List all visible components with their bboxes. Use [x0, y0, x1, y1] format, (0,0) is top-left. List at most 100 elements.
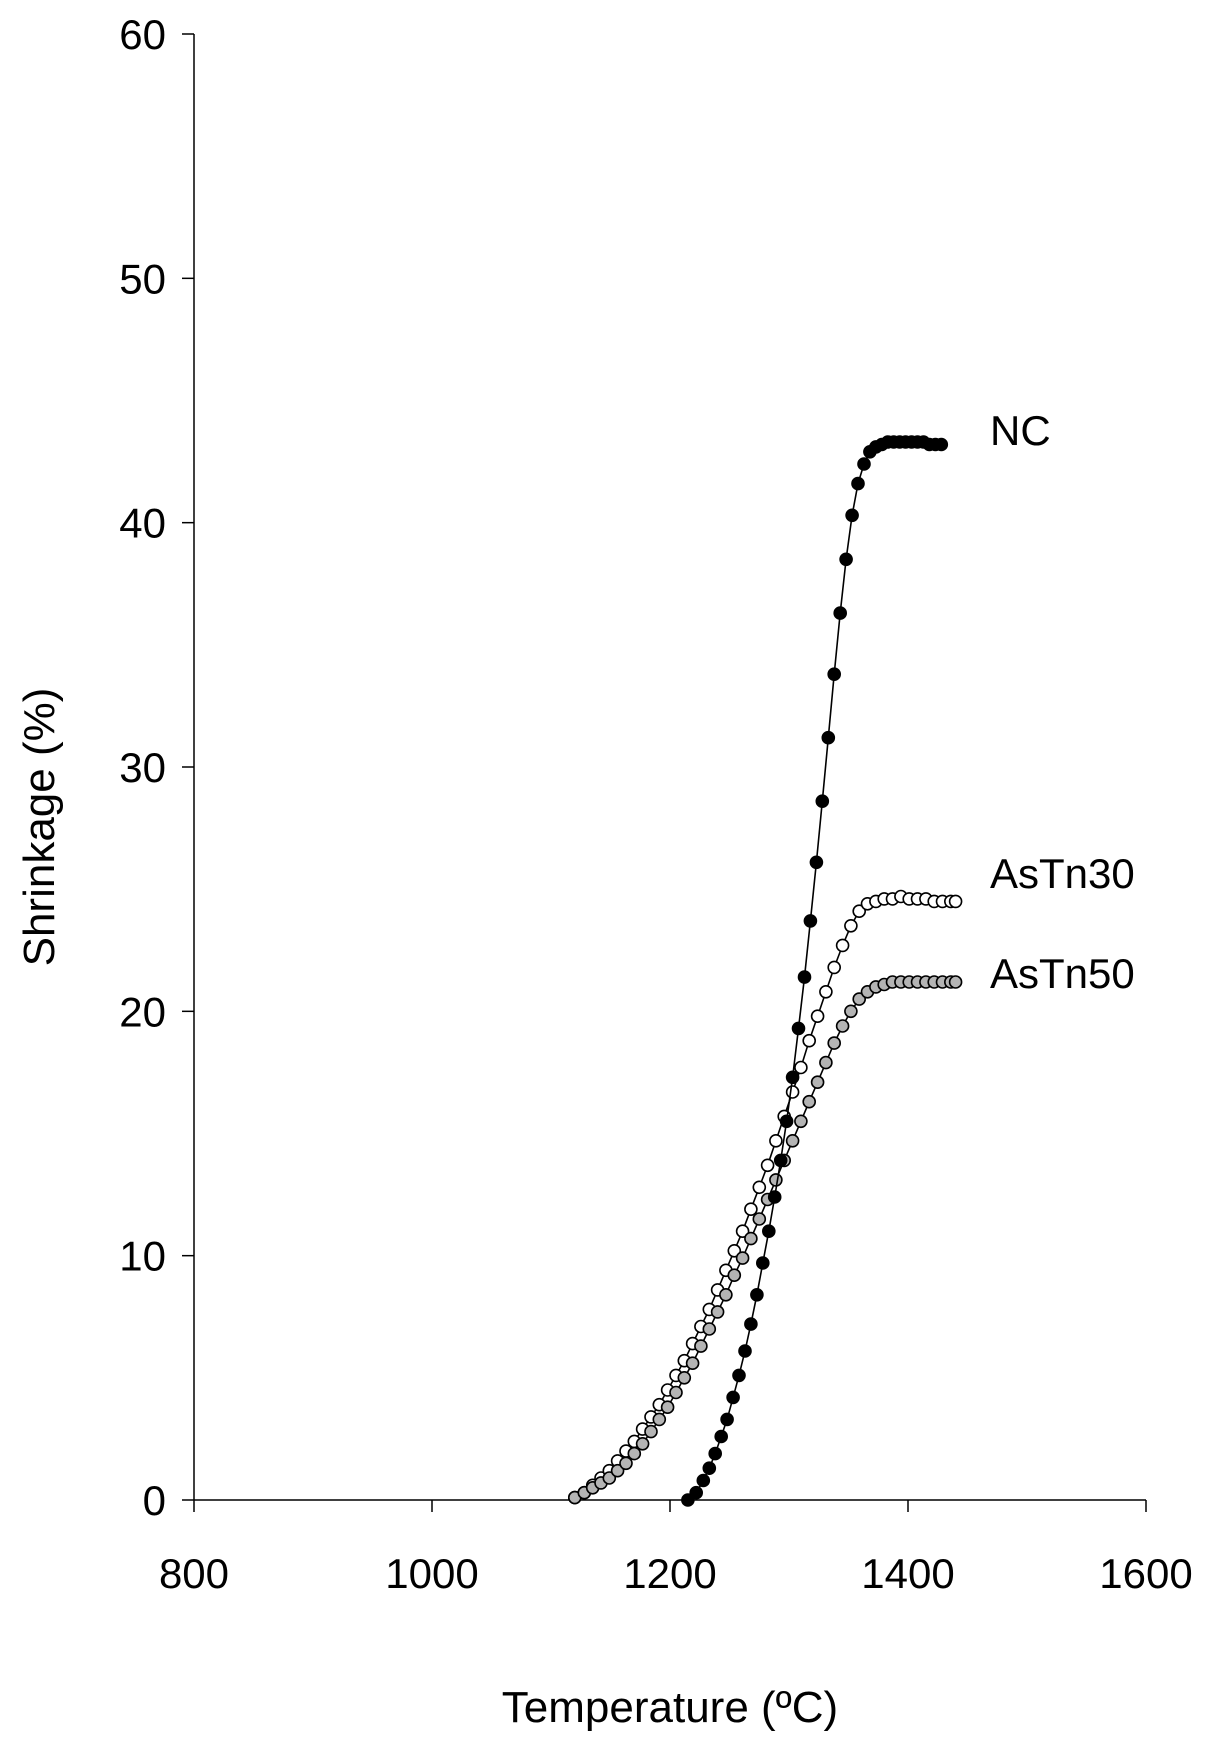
series-line-nc [687, 441, 942, 1501]
data-point-astn50 [719, 1288, 733, 1302]
data-point-nc [821, 730, 836, 745]
data-point-nc [726, 1390, 740, 1405]
data-point-astn50 [802, 1094, 817, 1109]
data-point-astn50 [735, 1251, 750, 1265]
data-point-astn50 [769, 1173, 783, 1187]
data-point-nc [714, 1429, 729, 1444]
data-point-astn30 [744, 1202, 758, 1216]
data-point-astn50 [827, 1036, 842, 1050]
data-point-astn50 [948, 975, 963, 989]
data-point-nc [845, 508, 859, 523]
y-tick-label: 0 [143, 1477, 166, 1524]
data-point-nc [702, 1461, 717, 1475]
data-point-astn50 [852, 992, 867, 1006]
data-point-astn30 [727, 1244, 742, 1258]
data-point-nc [791, 1021, 806, 1036]
data-point-astn50 [619, 1456, 633, 1471]
data-point-astn50 [610, 1463, 625, 1478]
data-point-astn50 [810, 1075, 825, 1089]
data-point-astn50 [744, 1231, 758, 1246]
data-point-nc [857, 457, 871, 471]
data-point-astn30 [802, 1033, 817, 1048]
series-nc [681, 435, 949, 1507]
data-point-astn50 [677, 1371, 692, 1385]
data-point-astn30 [948, 894, 963, 909]
data-point-nc [744, 1317, 758, 1331]
y-tick-label: 10 [119, 1233, 166, 1280]
data-point-nc [851, 476, 865, 491]
data-point-astn50 [644, 1424, 658, 1439]
data-point-nc [934, 437, 949, 452]
series-layer [567, 435, 963, 1507]
data-point-astn50 [835, 1019, 850, 1033]
data-point-nc [779, 1114, 794, 1129]
data-point-nc [720, 1412, 734, 1427]
data-point-astn30 [835, 938, 850, 953]
data-point-astn50 [702, 1322, 717, 1336]
x-tick-label: 1600 [1099, 1550, 1192, 1597]
data-point-astn50 [727, 1268, 742, 1282]
data-point-astn50 [710, 1305, 725, 1319]
data-point-nc [809, 855, 824, 870]
x-tick-label: 1000 [385, 1550, 478, 1597]
series-label-astn30: AsTn30 [990, 850, 1135, 897]
data-point-nc [689, 1485, 704, 1500]
data-point-astn30 [819, 984, 833, 999]
x-tick-label: 800 [159, 1550, 229, 1597]
data-point-astn30 [810, 1009, 825, 1024]
data-point-astn30 [752, 1180, 767, 1195]
y-tick-label: 60 [119, 11, 166, 58]
y-tick-label: 20 [119, 988, 166, 1035]
x-tick-label: 1400 [861, 1550, 954, 1597]
series-labels: NC AsTn30 AsTn50 [990, 407, 1135, 997]
data-point-nc [785, 1070, 800, 1085]
data-point-nc [681, 1493, 695, 1507]
data-point-astn50 [635, 1437, 650, 1451]
ticks: 0 10 20 30 40 50 60 800 1000 1200 1400 1600 [119, 11, 1192, 1597]
data-point-astn30 [760, 1158, 775, 1173]
y-axis-title: Shrinkage (%) [15, 688, 64, 967]
data-point-nc [815, 794, 830, 809]
data-point-nc [708, 1446, 723, 1461]
data-point-astn50 [794, 1114, 808, 1129]
data-point-astn50 [785, 1134, 800, 1148]
x-axis-title: Temperature (ºC) [502, 1683, 838, 1732]
data-point-nc [797, 970, 812, 984]
data-point-astn50 [694, 1339, 708, 1353]
data-point-astn30 [794, 1060, 808, 1075]
data-point-nc [767, 1190, 782, 1204]
data-point-astn50 [627, 1446, 642, 1461]
data-point-astn30 [735, 1224, 750, 1238]
data-point-nc [773, 1153, 788, 1168]
data-point-nc [827, 667, 842, 682]
data-point-nc [738, 1344, 752, 1358]
data-point-nc [755, 1256, 770, 1270]
data-point-nc [750, 1288, 764, 1302]
data-point-astn50 [844, 1004, 858, 1019]
data-point-nc [732, 1368, 746, 1383]
data-point-astn50 [652, 1412, 667, 1427]
data-point-nc [696, 1473, 711, 1488]
series-label-astn50: AsTn50 [990, 950, 1135, 997]
data-point-nc [839, 552, 853, 567]
data-point-astn50 [752, 1212, 767, 1226]
data-point-nc [761, 1224, 776, 1238]
data-point-astn50 [685, 1356, 700, 1370]
data-point-astn30 [844, 918, 858, 933]
y-tick-label: 40 [119, 500, 166, 547]
y-tick-label: 30 [119, 744, 166, 791]
data-point-astn50 [602, 1471, 617, 1485]
series-label-nc: NC [990, 407, 1051, 454]
series-line-astn50 [574, 981, 956, 1499]
data-point-astn50 [819, 1055, 833, 1070]
axes [193, 34, 1146, 1501]
data-point-astn30 [769, 1134, 783, 1148]
data-point-astn30 [852, 904, 867, 919]
data-point-astn30 [827, 960, 842, 975]
data-point-nc [833, 606, 848, 620]
y-tick-label: 50 [119, 255, 166, 302]
data-point-astn30 [785, 1085, 800, 1099]
series-astn50 [567, 975, 963, 1505]
data-point-astn50 [660, 1400, 675, 1414]
